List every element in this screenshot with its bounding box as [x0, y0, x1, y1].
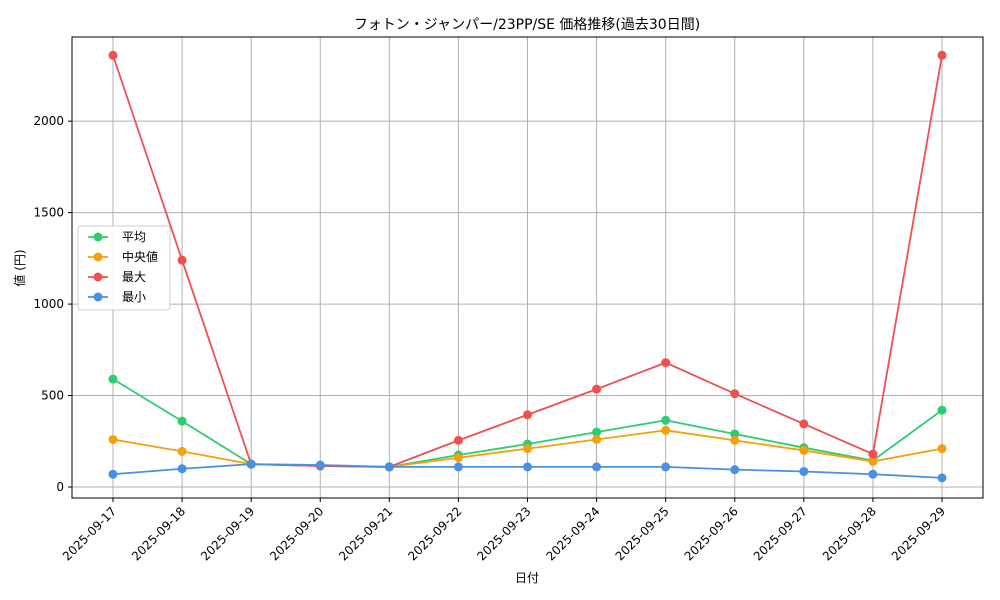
data-point — [592, 434, 602, 444]
legend-label: 最大 — [122, 270, 146, 284]
grid — [72, 37, 983, 498]
legend-label: 平均 — [122, 230, 146, 244]
data-point — [937, 50, 947, 60]
data-point — [661, 415, 671, 425]
data-point — [799, 466, 809, 476]
data-point — [108, 469, 118, 479]
x-tick-label: 2025-09-17 — [60, 504, 119, 563]
data-point — [108, 434, 118, 444]
y-tick-label: 1000 — [33, 297, 64, 311]
data-point — [453, 462, 463, 472]
legend-swatch-marker — [93, 232, 103, 242]
data-point — [592, 462, 602, 472]
data-point — [868, 456, 878, 466]
x-tick-label: 2025-09-29 — [889, 504, 948, 563]
data-point — [799, 445, 809, 455]
data-point — [523, 462, 532, 472]
data-point — [730, 465, 740, 475]
data-point — [937, 473, 947, 483]
legend-box — [77, 225, 171, 311]
x-tick-label: 2025-09-27 — [751, 504, 810, 563]
x-tick-label: 2025-09-28 — [820, 504, 879, 563]
legend-swatch-marker — [93, 292, 103, 302]
x-tick-label: 2025-09-19 — [198, 504, 257, 563]
data-point — [108, 374, 118, 384]
x-tick-label: 2025-09-24 — [543, 504, 602, 563]
legend-swatch-marker — [93, 272, 103, 282]
data-point — [315, 460, 325, 470]
legend-swatch-marker — [93, 252, 103, 262]
data-point — [384, 462, 394, 472]
data-point — [937, 405, 947, 415]
y-tick-label: 0 — [56, 480, 64, 494]
y-tick-label: 1500 — [33, 206, 64, 220]
x-tick-label: 2025-09-22 — [405, 504, 464, 563]
x-tick-label: 2025-09-18 — [129, 504, 188, 563]
legend-label: 最小 — [122, 290, 146, 304]
data-point — [937, 444, 947, 454]
data-point — [661, 358, 671, 368]
data-point — [730, 389, 740, 399]
data-point — [453, 453, 463, 463]
data-point — [523, 444, 532, 454]
data-point — [730, 429, 740, 439]
legend-label: 中央値 — [122, 249, 158, 264]
x-tick-label: 2025-09-20 — [267, 504, 326, 563]
series-layer — [108, 50, 947, 483]
series-4 — [108, 459, 947, 483]
data-point — [246, 459, 256, 469]
x-tick-label: 2025-09-26 — [682, 504, 741, 563]
data-point — [523, 410, 532, 420]
data-point — [177, 464, 187, 474]
y-tick-label: 2000 — [33, 114, 64, 128]
y-axis-ticks: 0 500 1000 1500 2000 — [33, 114, 72, 494]
x-axis-ticks: 2025-09-17 2025-09-18 2025-09-19 2025-09-20… — [60, 498, 948, 563]
y-axis-label: 値 (円) — [12, 249, 27, 286]
x-tick-label: 2025-09-25 — [613, 504, 672, 563]
chart-title: フォトン・ジャンパー/23PP/SE 価格推移(過去30日間) — [354, 17, 700, 33]
x-axis-label: 日付 — [515, 571, 539, 585]
data-point — [108, 50, 118, 60]
data-point — [868, 469, 878, 479]
data-point — [730, 435, 740, 445]
data-point — [177, 255, 187, 265]
data-point — [661, 425, 671, 435]
x-tick-label: 2025-09-21 — [336, 504, 395, 563]
data-point — [868, 449, 878, 459]
data-point — [592, 427, 602, 437]
data-point — [177, 446, 187, 456]
data-point — [661, 462, 671, 472]
data-point — [592, 384, 602, 394]
data-point — [799, 419, 809, 429]
data-point — [177, 416, 187, 426]
data-point — [453, 435, 463, 445]
x-tick-label: 2025-09-23 — [474, 504, 533, 563]
y-tick-label: 500 — [41, 389, 64, 403]
